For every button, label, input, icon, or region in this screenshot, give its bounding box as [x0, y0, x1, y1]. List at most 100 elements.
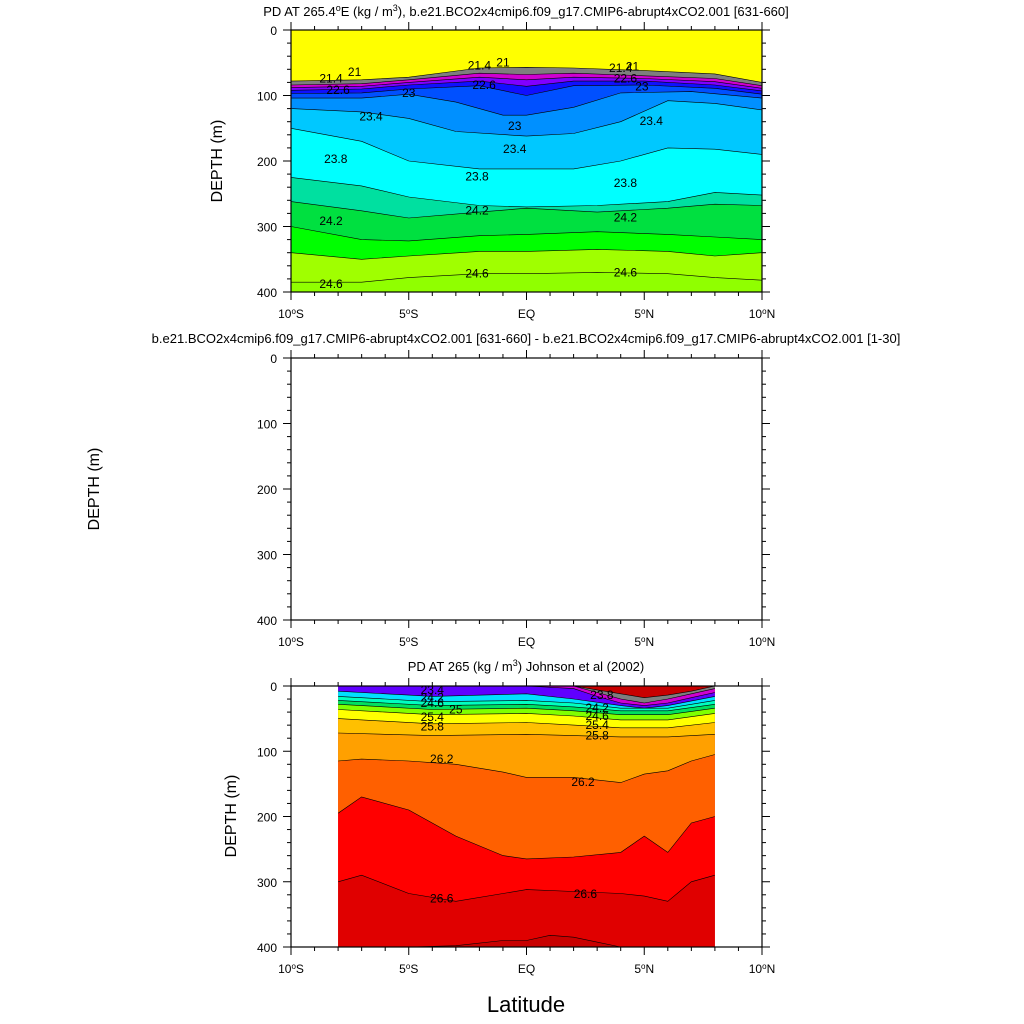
y-tick-label: 300 [257, 876, 277, 890]
panel-3-title: PD AT 265 (kg / m3) Johnson et al (2002) [408, 658, 645, 674]
x-tick-label: 5oS [399, 962, 418, 977]
contour-label: 23.4 [359, 109, 383, 123]
x-tick-label: 5oN [634, 307, 654, 322]
y-tick-label: 400 [257, 941, 277, 955]
contour-band [338, 700, 715, 715]
panel-2: b.e21.BCO2x4cmip6.f09_g17.CMIP6-abrupt4x… [86, 331, 900, 649]
contour-label: 26.6 [574, 887, 598, 901]
y-tick-label: 0 [270, 352, 277, 366]
y-tick-label: 400 [257, 286, 277, 300]
x-tick-label: EQ [518, 962, 535, 976]
contour-line [338, 700, 715, 712]
contour-label: 24.6 [614, 265, 638, 279]
contour-band [291, 91, 762, 137]
contour-label: 23.4 [640, 114, 664, 128]
contour-line [338, 754, 715, 783]
contour-label: 23 [402, 86, 416, 100]
y-tick-label: 0 [270, 680, 277, 694]
contour-label: 25.4 [421, 710, 445, 724]
contour-label: 26.6 [430, 892, 454, 906]
panel-1: PD AT 265.4oE (kg / m3), b.e21.BCO2x4cmi… [209, 3, 789, 321]
contour-band [291, 226, 762, 260]
x-tick-label: 5oN [634, 962, 654, 977]
contour-label: 24.6 [319, 277, 343, 291]
panel-2-ylabel: DEPTH (m) [86, 448, 103, 531]
contour-band [291, 249, 762, 283]
contour-label: 22.6 [326, 83, 350, 97]
x-tick-label: 10oS [278, 962, 304, 977]
y-tick-label: 0 [270, 24, 277, 38]
contour-line [291, 76, 762, 89]
contour-label: 26.2 [571, 775, 595, 789]
contour-band [338, 733, 715, 783]
contour-label: 24.6 [421, 696, 445, 710]
panel-3: PD AT 265 (kg / m3) Johnson et al (2002)… [223, 658, 775, 1017]
contour-band [338, 686, 715, 709]
contour-label: 21 [348, 65, 362, 79]
contour-band [338, 686, 715, 706]
contour-band [338, 754, 715, 859]
contour-line [291, 84, 762, 96]
contour-line [338, 686, 715, 706]
y-tick-label: 200 [257, 811, 277, 825]
contour-label: 24.2 [614, 210, 638, 224]
y-tick-label: 100 [257, 90, 277, 104]
x-tick-label: 10oS [278, 635, 304, 650]
x-tick-label: 10oN [749, 635, 775, 650]
contour-label: 22.6 [614, 71, 638, 85]
contour-line [338, 686, 715, 704]
contour-label: 24.2 [465, 204, 489, 218]
contour-band [338, 796, 715, 902]
contour-band [338, 718, 715, 737]
contour-label: 25 [449, 702, 463, 716]
contour-label: 21 [626, 60, 640, 74]
contour-label: 26.2 [430, 752, 454, 766]
y-tick-label: 300 [257, 221, 277, 235]
y-tick-label: 100 [257, 418, 277, 432]
contour-band [338, 691, 715, 709]
contour-line [338, 796, 715, 860]
contour-label: 23 [635, 79, 649, 93]
contour-label: 23.8 [614, 176, 638, 190]
contour-line [338, 704, 715, 716]
contour-band [338, 935, 715, 947]
contour-band [338, 704, 715, 720]
contour-label: 23.8 [590, 688, 614, 702]
contour-line [291, 100, 762, 137]
x-tick-label: 10oN [749, 307, 775, 322]
x-tick-label: 5oS [399, 307, 418, 322]
contour-label: 24.2 [421, 691, 445, 705]
contour-line [291, 226, 762, 242]
contour-lines [291, 66, 762, 283]
contour-line [291, 91, 762, 116]
contour-label: 23.8 [465, 170, 489, 184]
contour-line [338, 732, 715, 738]
contour-fills [291, 30, 762, 292]
contour-line [338, 696, 715, 709]
contour-band [291, 73, 762, 89]
y-tick-label: 200 [257, 483, 277, 497]
contour-line [291, 201, 762, 219]
panel-3-xlabel: Latitude [487, 992, 565, 1017]
x-tick-label: 10oS [278, 307, 304, 322]
contour-band [291, 272, 762, 292]
contour-line [338, 690, 715, 709]
contour-band [338, 696, 715, 711]
contour-label: 23 [508, 119, 522, 133]
contour-line [291, 72, 762, 86]
contour-band [338, 709, 715, 728]
contour-label: 21.4 [319, 71, 343, 85]
panel-3-plot: 23.424.224.6 2525.425.823.824.224.625.425… [257, 678, 775, 976]
contour-label: 24.6 [585, 709, 609, 723]
contour-line [291, 80, 762, 92]
contour-band [291, 77, 762, 91]
contour-line [338, 718, 715, 729]
contour-line [291, 177, 762, 208]
panel-2-title: b.e21.BCO2x4cmip6.f09_g17.CMIP6-abrupt4x… [152, 331, 901, 346]
contour-band [291, 100, 762, 169]
contour-label: 21 [496, 56, 510, 70]
contour-line [291, 272, 762, 283]
contour-band [291, 85, 762, 116]
contour-label: 24.6 [465, 267, 489, 281]
